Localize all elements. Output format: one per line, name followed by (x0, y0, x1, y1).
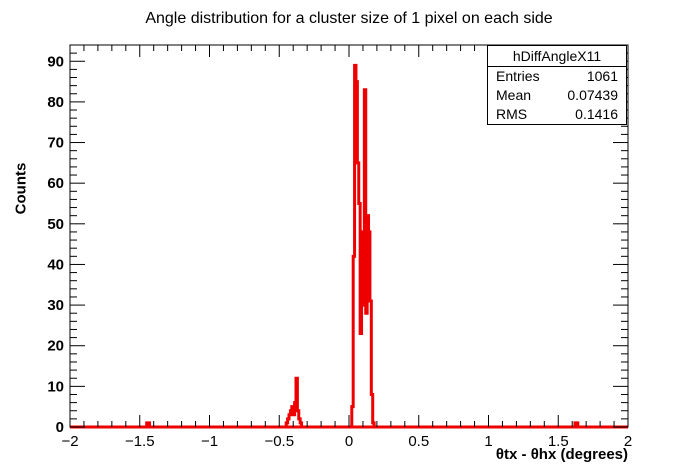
histogram-bin (295, 403, 296, 427)
stats-row-rms: RMS 0.1416 (488, 105, 626, 124)
histogram-bin (148, 423, 149, 427)
stats-label: RMS (496, 106, 528, 122)
x-tick-label: 0 (345, 433, 353, 450)
y-tick-label: 90 (47, 53, 64, 70)
histogram-bin (359, 203, 360, 427)
x-tick-label: −2 (61, 433, 78, 450)
histogram-bin (352, 407, 353, 427)
y-tick-label: 30 (47, 297, 64, 314)
stats-row-mean: Mean 0.07439 (488, 86, 626, 105)
y-tick-label: 70 (47, 135, 64, 152)
histogram-series-segment (145, 421, 152, 427)
histogram-bin (371, 394, 372, 427)
x-tick-label: −1.5 (125, 433, 155, 450)
histogram-bin (364, 90, 365, 427)
histogram-bin (290, 411, 291, 427)
y-tick-label: 20 (47, 338, 64, 355)
stats-row-entries: Entries 1061 (488, 67, 626, 86)
stats-label: Entries (496, 68, 540, 84)
stats-value: 1061 (586, 68, 618, 84)
histogram-bin (288, 419, 289, 427)
histogram-bin (356, 82, 357, 427)
y-tick-label: 80 (47, 94, 64, 111)
histogram-bin (147, 423, 148, 427)
y-tick-label: 50 (47, 216, 64, 233)
histogram-bin (367, 216, 368, 427)
chart-title: Angle distribution for a cluster size of… (145, 10, 553, 27)
histogram-bin (289, 415, 290, 427)
stats-box: hDiffAngleX11 Entries 1061 Mean 0.07439 … (487, 45, 627, 125)
x-tick-label: 0.5 (408, 433, 429, 450)
histogram-bin (360, 334, 361, 427)
histogram-bin (355, 65, 356, 427)
histogram-bin (353, 256, 354, 427)
histogram-bin (300, 423, 301, 427)
x-tick-label: −0.5 (264, 433, 294, 450)
y-tick-label: 0 (56, 419, 64, 436)
x-tick-label: 1.5 (548, 433, 569, 450)
y-tick-label: 40 (47, 256, 64, 273)
histogram-series-segment (284, 376, 304, 427)
stats-box-title: hDiffAngleX11 (488, 46, 626, 67)
histogram-bin (575, 423, 576, 427)
stats-value: 0.1416 (575, 106, 618, 122)
histogram-bin (286, 423, 287, 427)
y-tick-label: 60 (47, 175, 64, 192)
stats-label: Mean (496, 87, 532, 103)
x-tick-label: 1 (484, 433, 492, 450)
histogram-bin (370, 301, 371, 427)
y-tick-label: 10 (47, 378, 64, 395)
x-tick-label: 2 (624, 433, 632, 450)
x-axis-label: θtx - θhx (degrees) (495, 446, 628, 463)
histogram-bin (296, 378, 297, 427)
x-tick-label: −1 (201, 433, 218, 450)
histogram-bin (297, 411, 298, 427)
histogram-bin (373, 423, 374, 427)
histogram-bin (363, 305, 364, 427)
histogram-bin (362, 232, 363, 427)
histogram-bin (576, 423, 577, 427)
histogram-bin (369, 232, 370, 427)
stats-value: 0.07439 (567, 87, 618, 103)
histogram-series-segment (350, 63, 376, 427)
histogram-bin (357, 163, 358, 427)
histogram-bin (366, 313, 367, 427)
histogram-series-segment (573, 421, 580, 427)
histogram-bin (299, 419, 300, 427)
